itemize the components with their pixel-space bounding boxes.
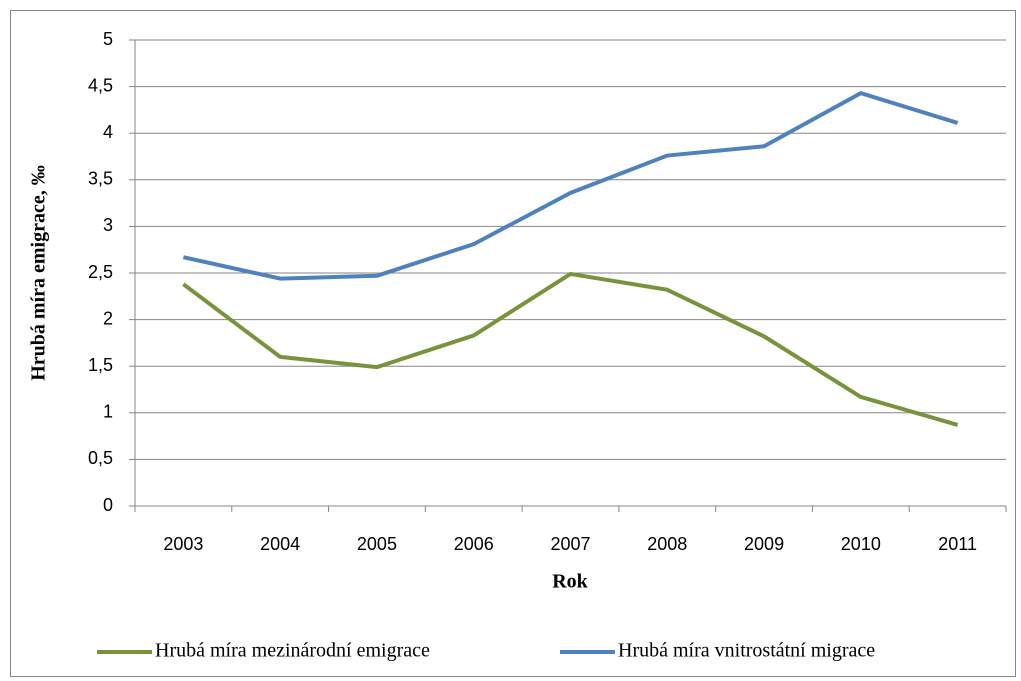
legend-label: Hrubá míra vnitrostátní migrace bbox=[618, 640, 875, 662]
y-tick-label: 0 bbox=[103, 495, 113, 515]
y-tick-label: 0,5 bbox=[88, 448, 113, 468]
y-axis-title: Hrubá míra emigrace, ‰ bbox=[28, 165, 50, 381]
x-tick-label: 2008 bbox=[647, 534, 687, 554]
x-tick-label: 2005 bbox=[357, 534, 397, 554]
x-tick-label: 2011 bbox=[938, 534, 977, 554]
y-tick-label: 2 bbox=[103, 308, 113, 328]
x-tick-label: 2003 bbox=[163, 534, 203, 554]
y-tick-label: 5 bbox=[103, 29, 113, 49]
x-tick-label: 2010 bbox=[841, 534, 881, 554]
y-tick-label: 3 bbox=[103, 215, 113, 235]
y-tick-label: 4,5 bbox=[88, 75, 113, 95]
line-series bbox=[182, 91, 959, 281]
x-tick-label: 2004 bbox=[260, 534, 300, 554]
x-tick-label: 2007 bbox=[550, 534, 590, 554]
y-tick-label: 4 bbox=[103, 122, 113, 142]
x-tick-label: 2009 bbox=[744, 534, 784, 554]
y-tick-label: 3,5 bbox=[88, 169, 113, 189]
y-tick-label: 2,5 bbox=[88, 262, 113, 282]
y-tick-label: 1 bbox=[103, 402, 113, 422]
line-series bbox=[182, 271, 959, 427]
x-axis-title: Rok bbox=[552, 571, 588, 593]
x-tick-label: 2006 bbox=[454, 534, 494, 554]
legend-label: Hrubá míra mezinárodní emigrace bbox=[155, 640, 430, 662]
y-tick-label: 1,5 bbox=[88, 355, 113, 375]
chart-border bbox=[10, 10, 1016, 677]
